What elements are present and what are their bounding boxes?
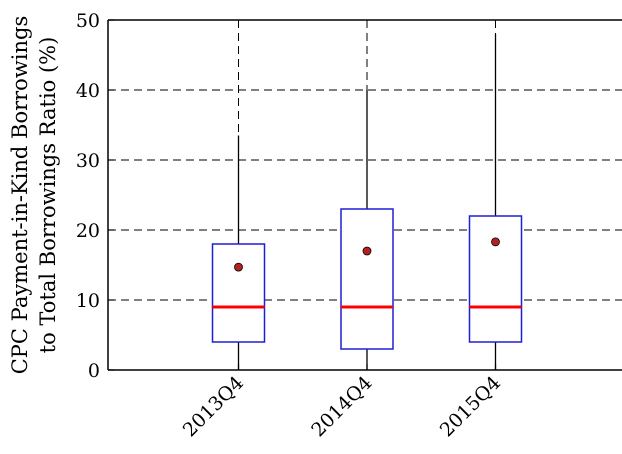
box-2015Q4 (468, 34, 523, 370)
box-2014Q4 (340, 90, 394, 370)
y-tick-label: 0 (88, 360, 100, 382)
mean-point (362, 246, 372, 256)
iqr-box (211, 243, 266, 343)
axes (107, 19, 622, 371)
y-tick-label: 50 (76, 10, 100, 32)
box-series (211, 34, 523, 370)
y-axis-label-line-1: CPC Payment-in-Kind Borrowings (8, 16, 32, 375)
y-tick-label: 10 (76, 290, 100, 312)
iqr-box (340, 208, 394, 350)
mean-point (234, 262, 243, 272)
x-tick-label: 2013Q4 (179, 372, 248, 441)
x-tick-label: 2015Q4 (436, 372, 505, 441)
x-tick-label: 2014Q4 (307, 372, 376, 441)
box-2013Q4 (211, 135, 266, 370)
y-tick-label: 40 (76, 80, 100, 102)
mean-point (491, 237, 500, 247)
y-tick-label: 30 (76, 150, 100, 172)
tick-labels: 0 10 20 30 40 50 2013Q4 2014Q4 2015Q4 (76, 10, 505, 441)
y-tick-label: 20 (76, 220, 100, 242)
y-axis-label-line-2: to Total Borrowings Ratio (%) (36, 37, 60, 354)
iqr-box (468, 215, 523, 343)
